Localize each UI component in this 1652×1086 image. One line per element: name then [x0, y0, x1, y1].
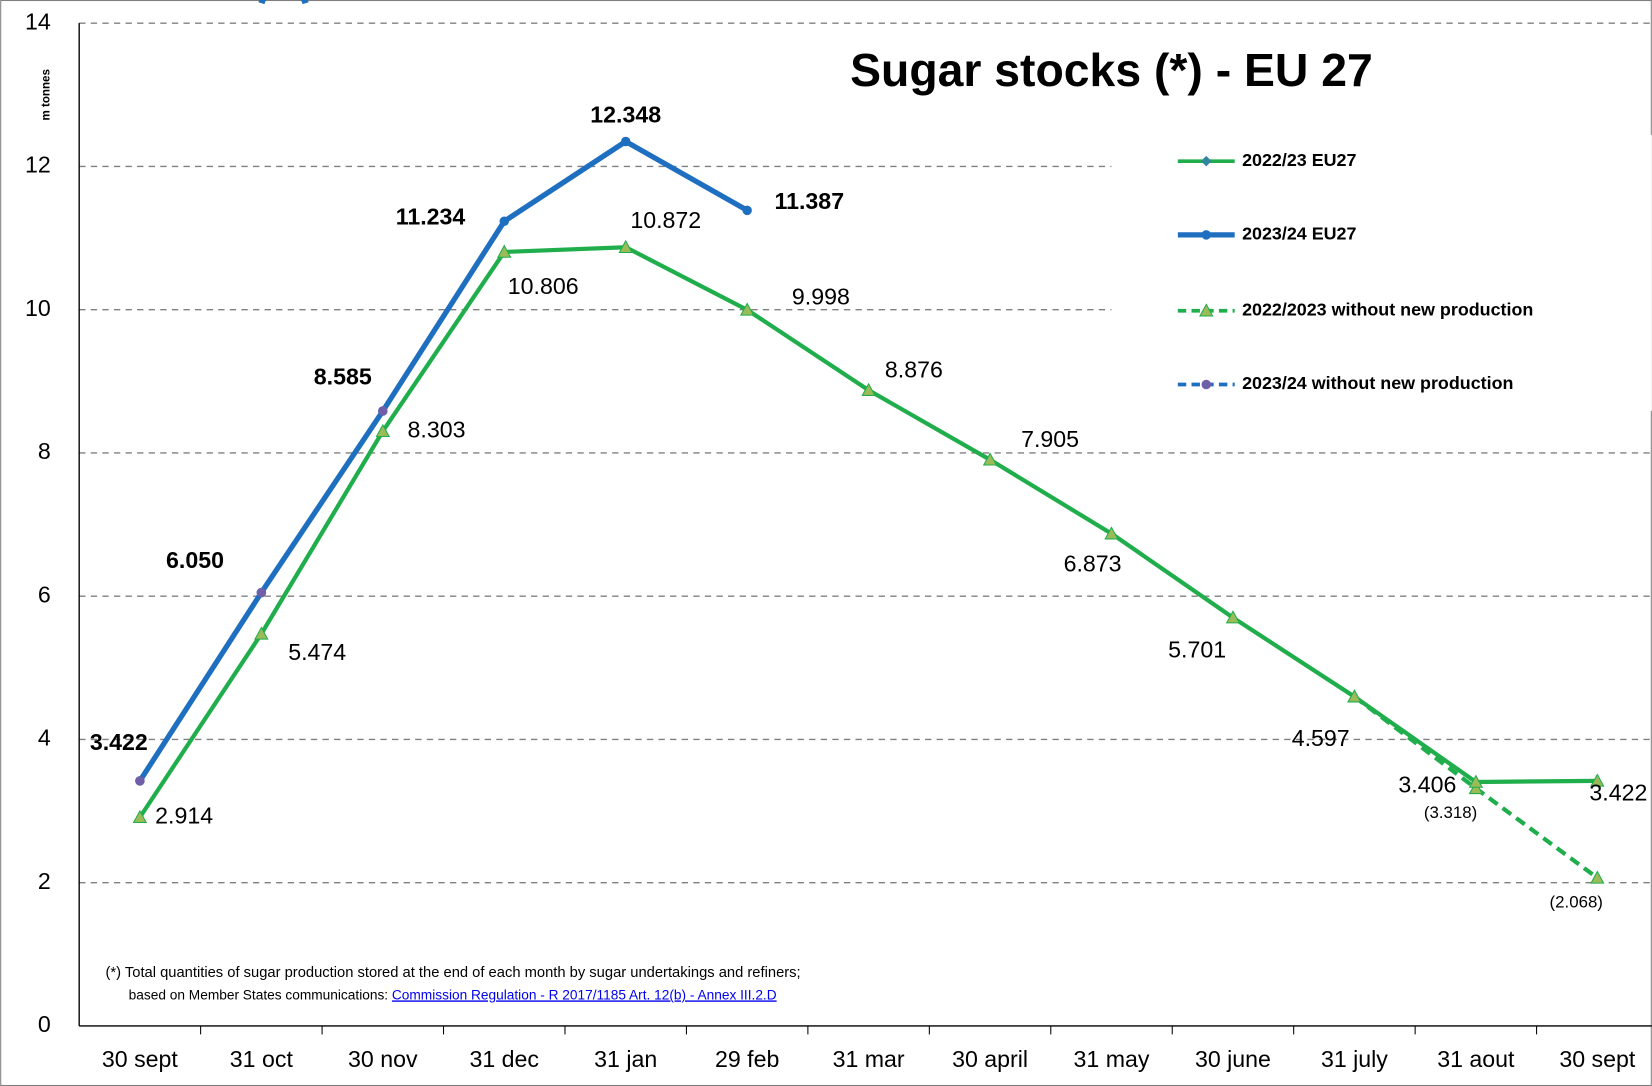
- data-label: 11.234: [396, 203, 466, 229]
- point-marker: [618, 239, 633, 254]
- point-marker: [861, 382, 876, 396]
- x-tick-label: 29 feb: [715, 1046, 779, 1072]
- legend-marker: [1199, 303, 1214, 317]
- data-label: 6.873: [1064, 550, 1122, 576]
- y-tick-label: 6: [38, 581, 51, 607]
- footnote-link[interactable]: Commission Regulation - R 2017/1185 Art.…: [392, 987, 777, 1002]
- data-label: (3.318): [1424, 803, 1477, 822]
- data-label: 8.303: [408, 416, 466, 442]
- x-tick-label: 31 jan: [594, 1046, 657, 1072]
- data-label: 12.348: [590, 101, 661, 127]
- legend-marker: [1201, 230, 1211, 240]
- footnote-text: based on Member States communications:: [129, 987, 392, 1002]
- data-label: 6.050: [166, 547, 224, 573]
- x-tick-label: 31 mar: [833, 1046, 905, 1072]
- point-marker: [132, 809, 148, 824]
- point-marker: [739, 302, 755, 316]
- data-label: 3.406: [1398, 771, 1456, 797]
- data-label: 3.422: [90, 729, 148, 755]
- data-label: 5.701: [1168, 636, 1226, 662]
- point-marker: [135, 776, 145, 786]
- point-marker: [982, 452, 998, 466]
- x-tick-label: 31 july: [1321, 1046, 1388, 1072]
- legend-marker: [1200, 155, 1212, 167]
- legend-label: 2023/24 without new production: [1242, 373, 1513, 393]
- y-tick-label: 0: [38, 1011, 51, 1037]
- point-marker: [1590, 870, 1605, 884]
- y-tick-label: 2: [38, 868, 51, 894]
- point-marker: [620, 136, 631, 147]
- data-label: 10.872: [630, 207, 701, 233]
- point-marker: [1468, 774, 1484, 788]
- point-marker: [742, 205, 752, 216]
- x-tick-label: 31 aout: [1437, 1046, 1515, 1072]
- point-marker: [254, 626, 269, 640]
- legend-label: 2022/2023 without new production: [1242, 299, 1533, 319]
- point-marker: [497, 244, 512, 258]
- legend-label: 2022/23 EU27: [1242, 150, 1356, 170]
- point-marker: [1590, 773, 1605, 787]
- y-tick-label: 10: [25, 295, 51, 321]
- x-tick-label: 31 dec: [469, 1046, 539, 1072]
- x-tick-label: 31 oct: [230, 1046, 294, 1072]
- y-tick-label: 8: [38, 438, 51, 464]
- y-tick-label: 4: [38, 725, 51, 751]
- x-tick-label: 30 april: [952, 1046, 1028, 1072]
- x-tick-label: 30 sept: [102, 1046, 179, 1072]
- data-label: 2.914: [155, 802, 213, 828]
- chart-title: Sugar stocks (*) - EU 27: [850, 44, 1373, 96]
- data-label: 10.806: [508, 273, 579, 299]
- data-label: 8.876: [885, 356, 943, 382]
- point-marker: [1347, 689, 1362, 703]
- point-marker: [1104, 526, 1119, 540]
- data-label: 7.905: [1021, 426, 1079, 452]
- footnote: (*) Total quantities of sugar production…: [106, 965, 801, 981]
- data-label: 3.422: [1589, 780, 1647, 806]
- data-label: 11.387: [775, 188, 845, 214]
- data-label: 4.597: [1292, 725, 1350, 751]
- legend-marker: [1201, 379, 1211, 390]
- data-label: (2.068): [1550, 893, 1603, 912]
- point-marker: [375, 423, 391, 438]
- legend-background: [1111, 134, 1652, 411]
- x-tick-label: 30 sept: [1559, 1046, 1636, 1072]
- x-tick-label: 30 nov: [348, 1046, 418, 1072]
- footnote: based on Member States communications: C…: [129, 987, 777, 1002]
- data-label: 9.998: [792, 283, 850, 309]
- x-tick-label: 30 june: [1195, 1046, 1271, 1072]
- y-tick-label: 12: [25, 152, 51, 178]
- y-axis-label: m tonnes: [41, 69, 53, 120]
- data-label: 8.585: [314, 364, 372, 390]
- point-marker: [1225, 610, 1241, 624]
- data-label: 5.474: [288, 639, 346, 665]
- point-marker: [256, 587, 267, 598]
- y-tick-label: 14: [25, 8, 51, 34]
- point-marker: [378, 406, 388, 416]
- legend-label: 2023/24 EU27: [1242, 224, 1356, 244]
- point-marker: [499, 216, 509, 227]
- x-tick-label: 31 may: [1074, 1046, 1150, 1072]
